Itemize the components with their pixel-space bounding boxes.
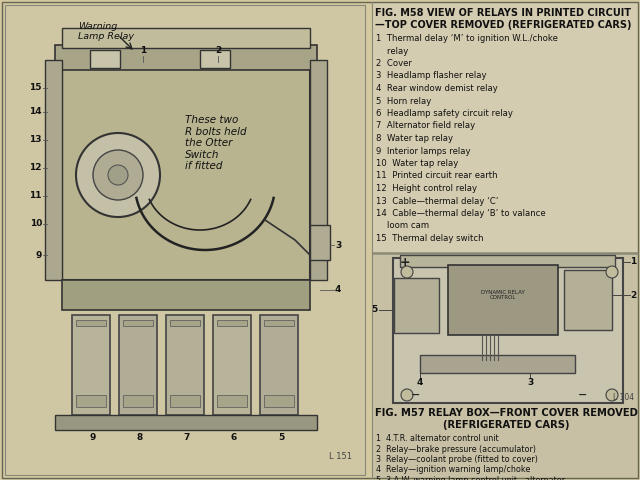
Text: 8  Water tap relay: 8 Water tap relay	[376, 134, 453, 143]
Circle shape	[108, 165, 128, 185]
Text: 15  Thermal delay switch: 15 Thermal delay switch	[376, 234, 483, 243]
Text: 4: 4	[335, 286, 341, 295]
Text: 9: 9	[90, 433, 96, 442]
Text: 3  Relay—coolant probe (fitted to cover): 3 Relay—coolant probe (fitted to cover)	[376, 455, 538, 464]
Text: 6  Headlamp safety circuit relay: 6 Headlamp safety circuit relay	[376, 109, 513, 118]
Bar	[310, 60, 327, 280]
Bar	[400, 255, 615, 267]
Bar	[420, 355, 575, 373]
Text: 3  Headlamp flasher relay: 3 Headlamp flasher relay	[376, 72, 486, 81]
Bar	[217, 395, 247, 407]
Text: 9  Interior lamps relay: 9 Interior lamps relay	[376, 146, 470, 156]
Circle shape	[401, 266, 413, 278]
Text: 3: 3	[527, 378, 533, 387]
Text: 1  4.T.R. alternator control unit: 1 4.T.R. alternator control unit	[376, 434, 499, 443]
Bar	[72, 315, 110, 415]
Bar	[372, 254, 638, 478]
Text: 5: 5	[278, 433, 284, 442]
Text: 4: 4	[417, 378, 423, 387]
Circle shape	[606, 266, 618, 278]
Circle shape	[401, 389, 413, 401]
Bar	[55, 45, 317, 70]
Text: 4  Relay—ignition warning lamp/choke: 4 Relay—ignition warning lamp/choke	[376, 466, 531, 475]
Text: 6: 6	[231, 433, 237, 442]
Text: 10  Water tap relay: 10 Water tap relay	[376, 159, 458, 168]
Bar	[62, 280, 310, 310]
Text: 8: 8	[137, 433, 143, 442]
Bar	[448, 265, 558, 335]
Text: 2  Cover: 2 Cover	[376, 59, 412, 68]
Text: These two
R bolts held
the Otter
Switch
if fitted: These two R bolts held the Otter Switch …	[185, 115, 246, 171]
Text: L 151: L 151	[329, 452, 352, 461]
Text: 1: 1	[630, 257, 636, 266]
Text: 11: 11	[29, 192, 42, 201]
Text: 7: 7	[184, 433, 190, 442]
Text: 1: 1	[140, 46, 146, 55]
Circle shape	[606, 389, 618, 401]
Text: 12: 12	[29, 164, 42, 172]
Bar	[90, 50, 120, 68]
Bar	[217, 320, 247, 326]
Text: 4  Rear window demist relay: 4 Rear window demist relay	[376, 84, 498, 93]
Text: FIG. M57 RELAY BOX—FRONT COVER REMOVED: FIG. M57 RELAY BOX—FRONT COVER REMOVED	[374, 408, 637, 418]
Text: 9: 9	[36, 251, 42, 260]
Bar	[564, 270, 612, 330]
Bar	[55, 415, 317, 430]
Text: 12  Height control relay: 12 Height control relay	[376, 184, 477, 193]
Text: 14: 14	[29, 108, 42, 117]
Bar	[310, 225, 330, 260]
Circle shape	[93, 150, 143, 200]
Text: (REFRIGERATED CARS): (REFRIGERATED CARS)	[443, 420, 569, 430]
Text: 3: 3	[335, 240, 341, 250]
Bar	[45, 60, 62, 280]
Bar	[170, 320, 200, 326]
Bar	[200, 50, 230, 68]
Bar	[76, 320, 106, 326]
Text: 13  Cable—thermal delay ‘C’: 13 Cable—thermal delay ‘C’	[376, 196, 499, 205]
Text: 10: 10	[29, 219, 42, 228]
Text: —TOP COVER REMOVED (REFRIGERATED CARS): —TOP COVER REMOVED (REFRIGERATED CARS)	[375, 20, 632, 30]
Text: Warning
Lamp Relay: Warning Lamp Relay	[78, 22, 134, 41]
Text: 13: 13	[29, 135, 42, 144]
Text: 2  Relay—brake pressure (accumulator): 2 Relay—brake pressure (accumulator)	[376, 444, 536, 454]
Text: 5  Horn relay: 5 Horn relay	[376, 96, 431, 106]
Bar	[119, 315, 157, 415]
Bar	[166, 315, 204, 415]
Text: 15: 15	[29, 84, 42, 93]
Bar	[62, 28, 310, 48]
Bar	[260, 315, 298, 415]
Text: −: −	[412, 390, 420, 400]
Bar	[264, 320, 294, 326]
Text: relay: relay	[376, 47, 408, 56]
Bar	[62, 60, 310, 280]
Text: 5: 5	[372, 305, 378, 314]
Text: 2: 2	[630, 290, 636, 300]
Bar	[5, 5, 365, 475]
Text: −: −	[579, 390, 588, 400]
Bar	[123, 320, 153, 326]
Text: 14  Cable—thermal delay ‘B’ to valance: 14 Cable—thermal delay ‘B’ to valance	[376, 209, 546, 218]
Circle shape	[76, 133, 160, 217]
Text: 7  Alternator field relay: 7 Alternator field relay	[376, 121, 475, 131]
Bar	[76, 395, 106, 407]
Bar	[213, 315, 251, 415]
Bar	[170, 395, 200, 407]
Bar	[372, 2, 638, 252]
Text: L 104: L 104	[613, 393, 634, 402]
Text: 2: 2	[215, 46, 221, 55]
Text: DYNAMIC RELAY
CONTROL: DYNAMIC RELAY CONTROL	[481, 289, 525, 300]
Bar	[394, 278, 439, 333]
Text: 11  Printed circuit rear earth: 11 Printed circuit rear earth	[376, 171, 497, 180]
Text: loom cam: loom cam	[376, 221, 429, 230]
Text: 1  Thermal delay ‘M’ to ignition W.L./choke: 1 Thermal delay ‘M’ to ignition W.L./cho…	[376, 34, 558, 43]
Text: 5  3.A.W. warning lamp control unit—alternator: 5 3.A.W. warning lamp control unit—alter…	[376, 476, 565, 480]
Bar	[264, 395, 294, 407]
Text: +: +	[400, 256, 410, 269]
Bar	[123, 395, 153, 407]
Bar	[393, 258, 623, 403]
Text: FIG. M58 VIEW OF RELAYS IN PRINTED CIRCUIT: FIG. M58 VIEW OF RELAYS IN PRINTED CIRCU…	[375, 8, 631, 18]
